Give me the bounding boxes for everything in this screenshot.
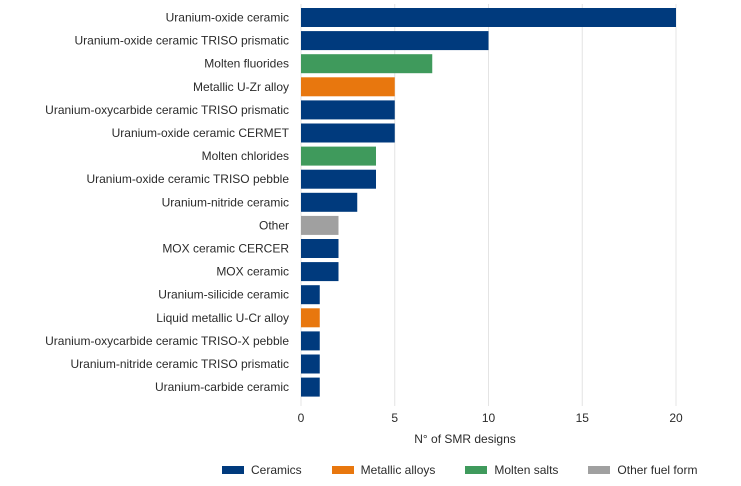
x-tick-label: 10 (482, 411, 496, 425)
bar-uranium-carbide-ceramic (301, 377, 320, 397)
bar-mox-ceramic (301, 262, 339, 282)
x-tick-label: 0 (298, 411, 305, 425)
legend-label: Molten salts (494, 463, 559, 477)
bar-uranium-oxide-ceramic-triso-pebble (301, 169, 376, 189)
x-tick-labels: 0 5 10 15 20 (298, 411, 683, 425)
bar-metallic-u-zr-alloy (301, 77, 395, 97)
bar-uranium-nitride-ceramic (301, 192, 358, 212)
category-label: Other (259, 218, 289, 232)
category-label: Uranium-oxide ceramic TRISO pebble (86, 172, 289, 186)
category-label: Uranium-oxide ceramic CERMET (112, 126, 290, 140)
category-label: Uranium-silicide ceramic (158, 288, 289, 302)
bar-liquid-metallic-u-cr-alloy (301, 308, 320, 328)
x-tick-label: 15 (576, 411, 590, 425)
legend-item-other-fuel-form: Other fuel form (588, 463, 697, 477)
bar-uranium-nitride-ceramic-triso-prismatic (301, 354, 320, 374)
legend-item-molten-salts: Molten salts (465, 463, 558, 477)
category-label: MOX ceramic (216, 265, 289, 279)
category-label: Liquid metallic U-Cr alloy (156, 311, 289, 325)
bar-uranium-oxycarbide-ceramic-triso-prismatic (301, 100, 395, 120)
legend-swatch (331, 466, 354, 474)
legend-label: Ceramics (251, 463, 302, 477)
category-label: Metallic U-Zr alloy (193, 80, 289, 94)
bar-mox-ceramic-cercer (301, 239, 339, 258)
bar-uranium-oxycarbide-ceramic-triso-x-pebble (301, 331, 320, 351)
legend-label: Other fuel form (617, 463, 698, 477)
bar-uranium-oxide-ceramic-triso-prismatic (301, 31, 489, 51)
category-labels: Uranium-oxide ceramic Uranium-oxide ceram… (45, 11, 290, 395)
x-axis-title: N° of SMR designs (414, 432, 516, 446)
legend-item-ceramics: Ceramics (222, 463, 302, 477)
category-label: Uranium-oxide ceramic TRISO prismatic (75, 34, 290, 48)
category-label: Uranium-carbide ceramic (155, 380, 289, 394)
category-label: Uranium-nitride ceramic (162, 195, 289, 209)
x-tick-label: 20 (669, 411, 683, 425)
x-tick-label: 5 (391, 411, 398, 425)
legend-item-metallic-alloys: Metallic alloys (331, 463, 436, 477)
legend-swatch (465, 466, 488, 474)
category-label: Uranium-oxide ceramic (166, 11, 289, 25)
legend-label: Metallic alloys (360, 463, 436, 477)
legend-swatch (222, 466, 244, 474)
category-label: MOX ceramic CERCER (162, 242, 289, 256)
category-label: Uranium-oxycarbide ceramic TRISO prismat… (45, 103, 289, 117)
bars (301, 8, 676, 397)
bar-uranium-oxide-ceramic (301, 8, 676, 27)
legend-swatch (588, 466, 611, 474)
legend: Ceramics Metallic alloys Molten salts Other… (222, 463, 727, 477)
bar-molten-fluorides (301, 54, 433, 74)
category-label: Uranium-nitride ceramic TRISO prismatic (71, 357, 290, 371)
category-label: Uranium-oxycarbide ceramic TRISO-X pebbl… (45, 334, 289, 348)
bar-uranium-oxide-ceramic-cermet (301, 123, 395, 143)
bar-other (301, 215, 339, 235)
bar-uranium-silicide-ceramic (301, 285, 320, 305)
category-label: Molten chlorides (202, 149, 289, 163)
category-label: Molten fluorides (204, 57, 289, 71)
bar-molten-chlorides (301, 146, 376, 166)
